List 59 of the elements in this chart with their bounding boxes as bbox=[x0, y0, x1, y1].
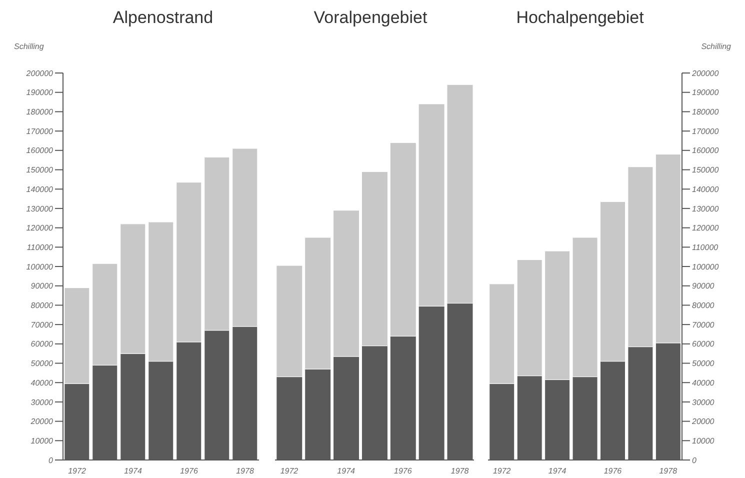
y-tick-label: 200000 bbox=[25, 68, 54, 78]
x-tick-label: 1974 bbox=[337, 466, 356, 476]
y-tick-label: 90000 bbox=[30, 282, 54, 291]
y-tick-label: 160000 bbox=[26, 146, 54, 156]
y-tick-label: 120000 bbox=[26, 224, 54, 233]
y-tick-label: 150000 bbox=[26, 166, 54, 175]
y2-tick-label: 120000 bbox=[692, 224, 720, 233]
y2-tick-label: 180000 bbox=[692, 108, 720, 117]
x-tick-label: 1976 bbox=[394, 466, 412, 476]
x-tick-label: 1978 bbox=[236, 466, 254, 476]
y-tick-label: 0 bbox=[48, 456, 54, 465]
y2-tick-label: 100000 bbox=[692, 262, 720, 272]
y2-tick-label: 110000 bbox=[692, 242, 719, 252]
y2-axis-title: Schilling bbox=[701, 42, 731, 51]
y2-tick-label: 0 bbox=[692, 456, 697, 465]
y2-tick-label: 170000 bbox=[692, 126, 720, 136]
y-tick-label: 30000 bbox=[30, 398, 54, 407]
y2-tick-label: 160000 bbox=[692, 146, 720, 156]
y2-tick-label: 80000 bbox=[692, 301, 715, 310]
y2-tick-label: 40000 bbox=[692, 378, 715, 388]
y-tick-label: 100000 bbox=[26, 262, 54, 272]
y2-tick-label: 200000 bbox=[691, 68, 720, 78]
x-tick-label: 1972 bbox=[68, 466, 86, 476]
y-tick-label: 130000 bbox=[26, 204, 54, 214]
x-tick-label: 1974 bbox=[124, 466, 142, 476]
y2-tick-label: 50000 bbox=[692, 359, 715, 368]
y2-tick-label: 190000 bbox=[692, 88, 720, 98]
y2-tick-label: 140000 bbox=[692, 184, 720, 194]
y2-tick-label: 130000 bbox=[692, 204, 720, 214]
x-tick-label: 1972 bbox=[280, 466, 299, 476]
y-tick-label: 140000 bbox=[26, 184, 54, 194]
y2-tick-label: 90000 bbox=[692, 282, 715, 291]
y2-tick-label: 60000 bbox=[692, 340, 715, 349]
y-tick-label: 180000 bbox=[26, 108, 54, 117]
y-tick-label: 40000 bbox=[30, 378, 54, 388]
y-tick-label: 190000 bbox=[26, 88, 54, 98]
y-tick-label: 80000 bbox=[30, 301, 54, 310]
y-axis-title: Schilling bbox=[14, 42, 44, 51]
y-tick-label: 70000 bbox=[30, 320, 54, 330]
y-tick-label: 10000 bbox=[30, 436, 54, 446]
x-tick-label: 1976 bbox=[604, 466, 622, 476]
y-tick-label: 60000 bbox=[30, 340, 54, 349]
y2-tick-label: 20000 bbox=[691, 417, 715, 426]
y-tick-label: 170000 bbox=[26, 126, 54, 136]
y-tick-label: 50000 bbox=[30, 359, 54, 368]
y2-tick-label: 10000 bbox=[692, 436, 715, 446]
y-tick-label: 20000 bbox=[30, 417, 54, 426]
y2-tick-label: 30000 bbox=[692, 398, 715, 407]
chart-title: Voralpengebiet bbox=[312, 8, 428, 29]
x-tick-label: 1972 bbox=[492, 466, 512, 476]
x-tick-label: 1978 bbox=[659, 466, 678, 476]
x-tick-label: 1976 bbox=[180, 466, 198, 476]
y2-tick-label: 150000 bbox=[692, 166, 720, 175]
y2-tick-label: 70000 bbox=[692, 320, 715, 330]
x-tick-label: 1978 bbox=[450, 466, 470, 476]
chart-title: Alpenostrand bbox=[112, 8, 214, 29]
y-tick-label: 110000 bbox=[26, 242, 54, 252]
chart-title: Hochalpengebiet bbox=[515, 8, 645, 29]
x-tick-label: 1974 bbox=[548, 466, 567, 476]
